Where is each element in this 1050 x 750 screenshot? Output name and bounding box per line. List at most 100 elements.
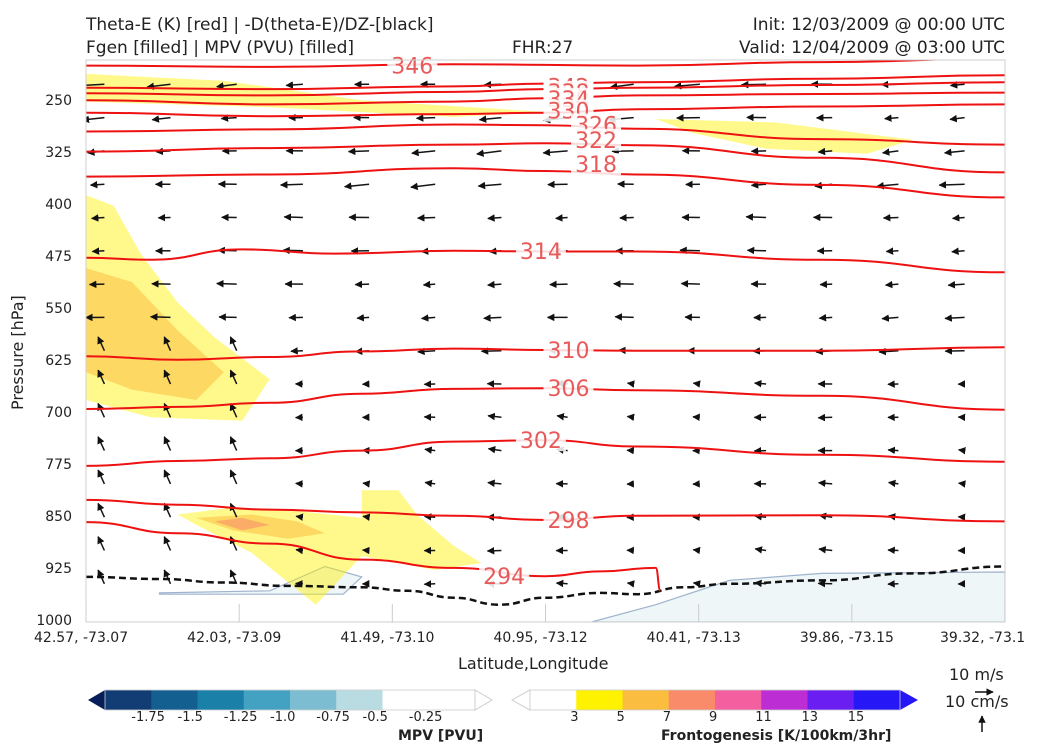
wind-vector [944, 314, 965, 322]
wind-vector [884, 114, 899, 122]
theta-e-contour-302 [86, 439, 1005, 467]
wind-vector [362, 513, 371, 521]
x-tick-label: 39.86, -73.15 [799, 630, 894, 646]
wind-vector [626, 380, 635, 388]
wind-vector [692, 380, 701, 388]
mpv-colorbar-max-extend [474, 689, 493, 711]
mpv-colorbar-segment [336, 690, 383, 710]
theta-e-label-294: 294 [483, 565, 525, 590]
y-tick-label: 400 [45, 196, 72, 213]
wind-vector [417, 347, 436, 356]
fgen-colorbar-segment [715, 690, 762, 710]
wind-vector [149, 313, 171, 321]
wind-vector [97, 502, 106, 518]
y-tick-label: 325 [45, 144, 72, 161]
wind-vector [483, 314, 502, 322]
wind-vector [943, 148, 965, 156]
fgen-colorbar-tick-label: 3 [570, 710, 579, 725]
wind-vector [609, 82, 634, 91]
wind-vector [347, 147, 370, 156]
fgen-colorbar-frame [529, 689, 901, 711]
wind-vector [947, 281, 965, 289]
wind-vector [746, 246, 767, 255]
mpv-region-0 [591, 571, 1005, 622]
y-axis-label: Pressure [hPa] [8, 295, 27, 410]
contour-label-bg [479, 565, 530, 588]
fgen-colorbar-max-extend [900, 690, 918, 710]
theta-e-contour-314 [86, 248, 1005, 274]
theta-e-label-322: 322 [575, 129, 617, 154]
wind-vector [220, 114, 237, 122]
wind-vector [556, 413, 568, 421]
wind-vector [354, 280, 370, 289]
wind-vector [887, 479, 899, 488]
wind-vector [626, 413, 635, 422]
mpv-colorbar-segment [382, 690, 430, 710]
mpv-colorbar-min-extend [88, 690, 105, 710]
wind-vector [957, 446, 966, 455]
fgen-region-3 [655, 119, 914, 154]
wind-vector [163, 369, 172, 385]
theta-e-contour-310 [86, 346, 1005, 361]
wind-vector [882, 214, 899, 222]
filled-contours [86, 73, 1005, 622]
wind-vector [480, 347, 502, 355]
wind-vector [229, 502, 238, 518]
wind-vector [423, 513, 436, 521]
wind-vector [216, 279, 237, 288]
wind-vector [626, 580, 635, 588]
title-line-2: Fgen [filled] | MPV (PVU) [filled] [86, 38, 355, 58]
wind-vector [673, 82, 700, 90]
fgen-colorbar-segment [668, 690, 716, 710]
wind-vector [487, 412, 502, 421]
wind-vector [876, 181, 899, 190]
fgen-colorbar-tick-label: 11 [755, 710, 772, 725]
fgen-region-6 [214, 517, 270, 531]
y-tick-label: 250 [45, 92, 72, 109]
y-tick-label: 775 [45, 456, 72, 473]
wind-vector [295, 513, 304, 521]
y-tick-label: 475 [45, 248, 72, 265]
y-tick-label: 550 [45, 300, 72, 317]
wind-vector [163, 436, 172, 451]
wind-vector [97, 336, 106, 352]
wind-vector [229, 436, 238, 451]
wind-vector [229, 336, 238, 352]
wind-vector [885, 247, 899, 255]
wind-vector [91, 247, 105, 255]
init-time: Init: 12/03/2009 @ 00:00 UTC [752, 15, 1005, 35]
wind-vector [163, 569, 172, 585]
mpv-colorbar-tick-label: -0.5 [362, 710, 388, 725]
theta-e-label-318: 318 [575, 153, 617, 178]
theta-e-contour-298 [86, 498, 1005, 523]
wind-vector [86, 83, 105, 87]
wind-vector [549, 280, 568, 289]
wind-vector [420, 314, 436, 322]
wind-vector [163, 336, 172, 352]
mpv-colorbar-segment [105, 690, 152, 710]
y-tick-label: 925 [45, 560, 72, 577]
wind-vector [692, 580, 701, 588]
theta-e-label-306: 306 [548, 377, 590, 402]
fgen-colorbar-segment [853, 690, 901, 710]
mpv-colorbar-title: MPV [PVU] [398, 728, 484, 744]
contour-label-bg [543, 339, 594, 362]
fgen-colorbar-tick-label: 7 [662, 710, 672, 725]
x-axis-label: Latitude,Longitude [458, 654, 609, 673]
wind-vector [295, 546, 304, 555]
fgen-colorbar-segment [530, 690, 577, 710]
wind-vector [422, 280, 436, 289]
y-tick-label: 1000 [36, 613, 72, 629]
wind-vector [97, 369, 106, 385]
wind-vector [229, 402, 238, 418]
theta-e-contour-322 [86, 142, 1005, 174]
wind-vector [542, 148, 568, 157]
y-tick-label: 850 [45, 508, 72, 525]
theta-e-label-302: 302 [520, 429, 562, 454]
x-tick-label: 41.49, -73.10 [340, 630, 435, 646]
wind-vector [818, 314, 833, 322]
wind-vector [887, 546, 899, 555]
axis-ticks [85, 604, 1006, 622]
wind-vector [614, 313, 634, 321]
